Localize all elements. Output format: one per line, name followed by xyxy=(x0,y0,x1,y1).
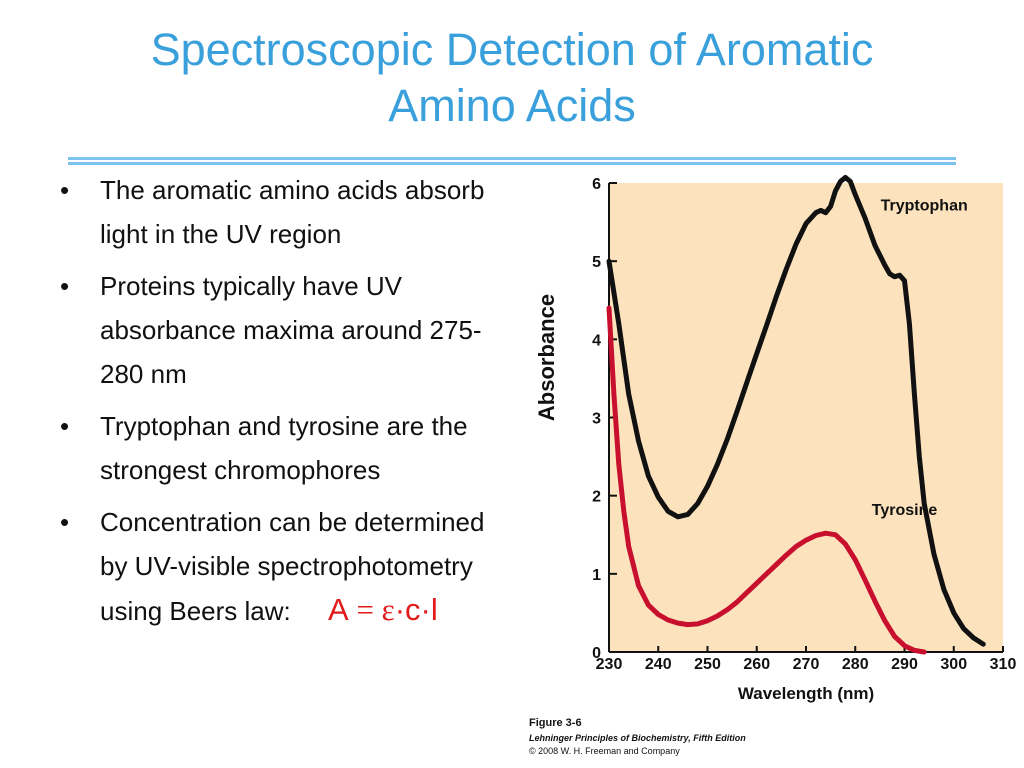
formula-a: A xyxy=(328,592,349,627)
x-tick-label: 280 xyxy=(842,656,869,673)
title-divider-top xyxy=(68,157,956,160)
x-axis-label: Wavelength (nm) xyxy=(738,684,874,703)
series-annotation: Tryptophan xyxy=(881,197,968,214)
title-divider-bottom xyxy=(68,162,956,165)
caption-figure: Figure 3-6 xyxy=(529,717,582,729)
x-tick-label: 250 xyxy=(694,656,721,673)
labels-layer: Tryptophan Tyrosine xyxy=(872,197,968,519)
series-layer xyxy=(606,175,986,655)
y-tick-label: 1 xyxy=(592,567,601,584)
y-tick-label: 2 xyxy=(592,489,601,506)
y-axis-label: Absorbance xyxy=(534,294,559,421)
bullet-text: Concentration can be determined by UV-vi… xyxy=(100,507,485,626)
absorbance-chart: 0 1 2 3 4 5 6 230 240 250 260 270 280 290 300 310 Wavele… xyxy=(534,175,1016,703)
bullet-text: Proteins typically have UV absorbance ma… xyxy=(100,271,482,389)
slide-title-line-2: Amino Acids xyxy=(388,80,636,131)
bullet-text: Tryptophan and tyrosine are the stronges… xyxy=(100,411,468,485)
y-tick-label: 0 xyxy=(592,645,601,662)
bullet-marker: • xyxy=(60,271,70,301)
x-tick-label: 230 xyxy=(596,656,623,673)
x-tick-label: 310 xyxy=(990,656,1017,673)
figure-caption: Figure 3-6 Lehninger Principles of Bioch… xyxy=(529,716,746,758)
bullet-text: The aromatic amino acids absorb light in… xyxy=(100,175,485,249)
slide-title: Spectroscopic Detection of Aromatic Amin… xyxy=(0,22,1024,134)
formula-epsilon: ε xyxy=(381,592,395,627)
y-tick-label: 5 xyxy=(592,254,601,271)
y-tick-label: 4 xyxy=(592,332,601,349)
slide-title-line-1: Spectroscopic Detection of Aromatic xyxy=(150,24,874,75)
bullet-item: • The aromatic amino acids absorb light … xyxy=(58,168,508,256)
formula-rest: ·c·l xyxy=(394,592,438,627)
bullet-item: • Tryptophan and tyrosine are the strong… xyxy=(58,404,508,492)
series-line-tyrosine xyxy=(606,305,927,655)
chart-axes: 0 1 2 3 4 5 6 230 240 250 260 270 280 290 300 310 Wavele… xyxy=(534,176,1016,703)
bullet-marker: • xyxy=(60,411,70,441)
y-tick-label: 3 xyxy=(592,411,601,428)
caption-book: Lehninger Principles of Biochemistry, Fi… xyxy=(529,733,746,743)
series-line-tryptophan xyxy=(606,175,986,647)
x-tick-label: 270 xyxy=(793,656,820,673)
x-tick-label: 240 xyxy=(645,656,672,673)
bullet-marker: • xyxy=(60,175,70,205)
bullet-item: • Concentration can be determined by UV-… xyxy=(58,500,508,633)
bullet-marker: • xyxy=(60,507,70,537)
x-tick-label: 290 xyxy=(891,656,918,673)
caption-copyright: © 2008 W. H. Freeman and Company xyxy=(529,746,680,756)
series-annotation: Tyrosine xyxy=(872,502,938,519)
beers-law-formula: A = ε·c·l xyxy=(328,592,438,627)
x-tick-label: 300 xyxy=(940,656,967,673)
bullet-item: • Proteins typically have UV absorbance … xyxy=(58,264,508,396)
formula-equals: = xyxy=(356,592,374,627)
x-tick-label: 260 xyxy=(743,656,770,673)
bullet-list: • The aromatic amino acids absorb light … xyxy=(58,168,508,641)
y-tick-label: 6 xyxy=(592,176,601,193)
